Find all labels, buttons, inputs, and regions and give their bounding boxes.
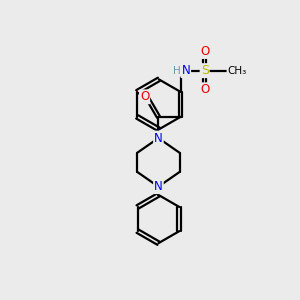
Text: CH₃: CH₃ xyxy=(227,66,247,76)
Text: O: O xyxy=(140,90,149,104)
Text: N: N xyxy=(154,180,163,193)
Text: N: N xyxy=(182,64,190,77)
Text: H: H xyxy=(173,66,181,76)
Text: O: O xyxy=(200,83,209,96)
Text: N: N xyxy=(154,132,163,145)
Text: O: O xyxy=(200,45,209,58)
Text: S: S xyxy=(201,64,209,77)
